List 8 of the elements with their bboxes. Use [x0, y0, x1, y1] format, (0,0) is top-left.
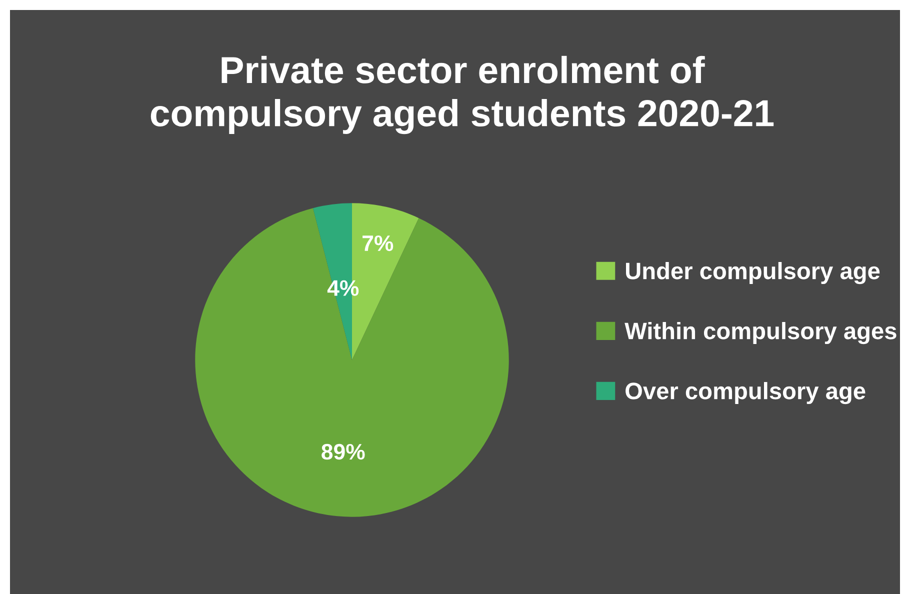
pie-slice [195, 208, 509, 517]
data-label: 89% [322, 444, 365, 460]
data-label: 4% [327, 280, 359, 296]
legend-label: Over compulsory age [626, 382, 866, 404]
data-label: 7% [362, 235, 394, 252]
chart-title: Private sector enrolment of compulsory aged students 2020-21 [150, 56, 774, 134]
legend-label: Within compulsory ages [624, 322, 896, 344]
legend-label: Under compulsory age [626, 262, 880, 284]
